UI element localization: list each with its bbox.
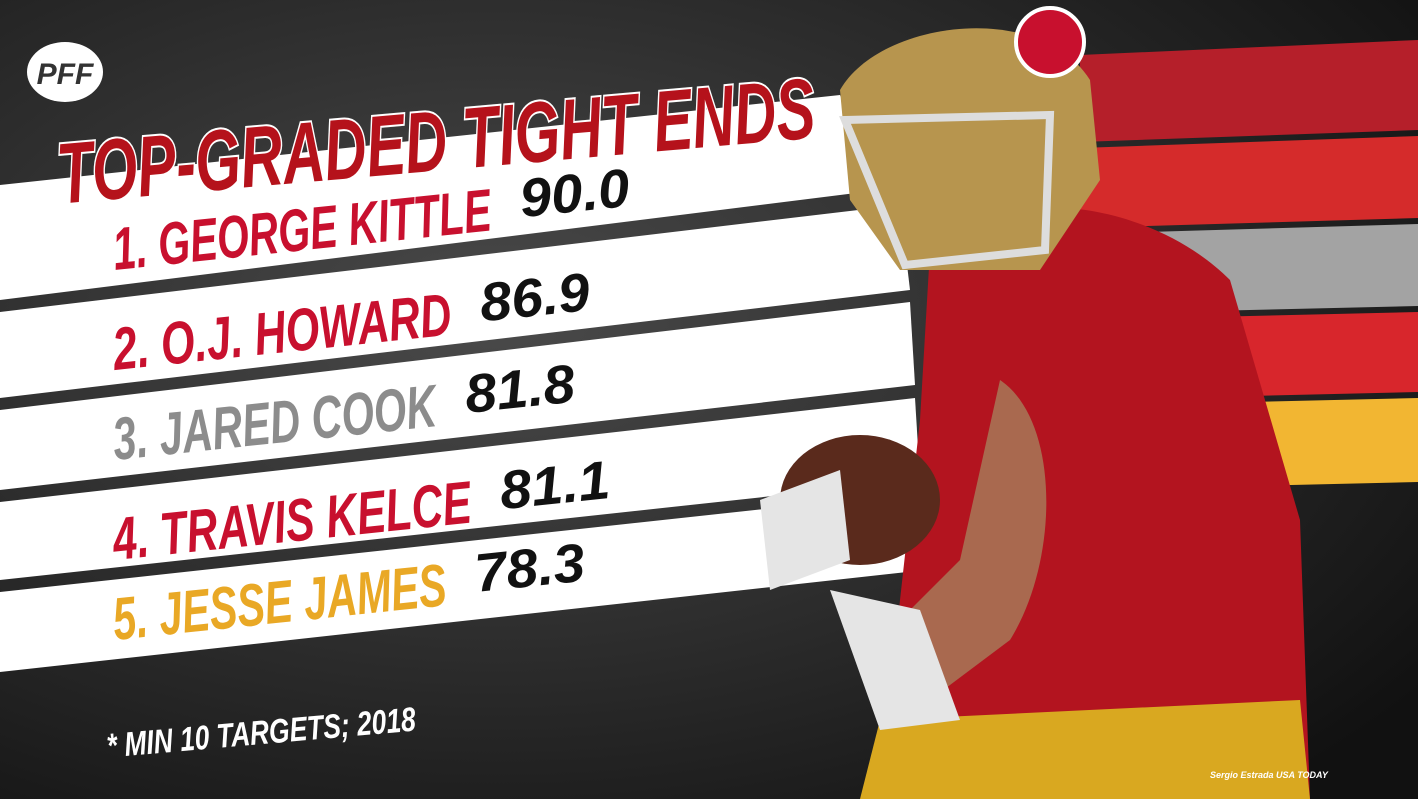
glove bbox=[760, 470, 850, 590]
player-grade: 78.3 bbox=[472, 533, 588, 604]
player-grade: 81.8 bbox=[462, 354, 578, 425]
team-stripe bbox=[1080, 136, 1418, 228]
stripe bbox=[0, 492, 925, 672]
facemask bbox=[839, 110, 1055, 270]
team-stripe bbox=[1080, 40, 1418, 142]
photo-credit: Sergio Estrada USA TODAY bbox=[1210, 770, 1329, 780]
player-grade: 86.9 bbox=[477, 262, 593, 333]
stripe bbox=[0, 205, 910, 398]
player-grade: 81.1 bbox=[497, 450, 613, 521]
stripe bbox=[0, 398, 920, 580]
glove bbox=[830, 590, 960, 730]
stripes bbox=[0, 95, 925, 672]
stripe bbox=[0, 95, 880, 300]
pants bbox=[860, 700, 1310, 799]
player-photo bbox=[760, 6, 1310, 799]
player-grade: 90.0 bbox=[517, 158, 633, 229]
helmet bbox=[840, 28, 1100, 270]
stripe bbox=[0, 302, 915, 490]
arm bbox=[900, 380, 1047, 700]
helmet-logo bbox=[1014, 6, 1086, 78]
logo: PFF bbox=[37, 58, 94, 91]
logo-badge bbox=[27, 42, 103, 102]
